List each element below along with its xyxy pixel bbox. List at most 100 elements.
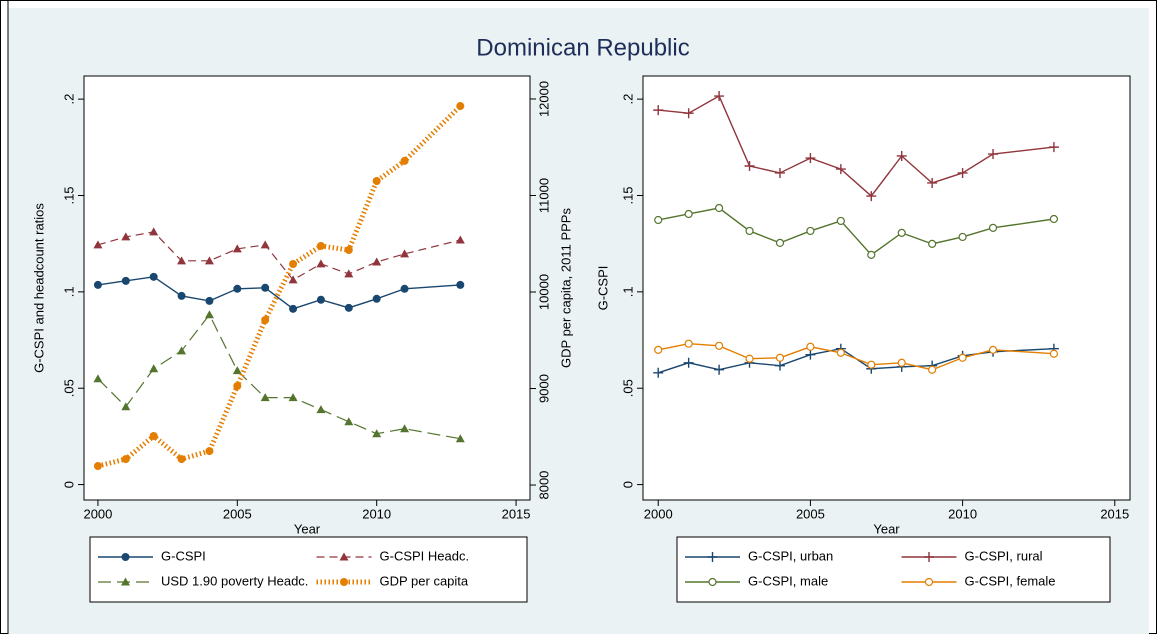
marker (121, 402, 131, 411)
legend-label: G-CSPI (161, 548, 206, 563)
marker (684, 209, 693, 219)
marker (316, 405, 326, 414)
marker (897, 228, 906, 237)
legend-marker (708, 577, 717, 587)
marker (204, 256, 214, 265)
marker (232, 366, 242, 375)
marker (1048, 142, 1059, 153)
marker (177, 346, 187, 355)
legend-marker (121, 553, 130, 561)
marker (121, 232, 131, 241)
marker (289, 304, 298, 313)
marker (745, 354, 754, 363)
marker (958, 353, 967, 362)
marker (372, 429, 382, 438)
legend-marker (924, 552, 934, 562)
marker (456, 102, 465, 111)
legend-label: USD 1.90 poverty Headc. (161, 573, 308, 588)
marker (177, 455, 186, 464)
y-tick-label: .15 (61, 186, 76, 204)
legend-label: G-CSPI, rural (965, 548, 1043, 563)
y-tick-label: .2 (61, 94, 76, 105)
legend-marker (339, 552, 349, 561)
marker (149, 432, 158, 441)
marker (654, 345, 663, 354)
marker (928, 365, 937, 374)
marker (149, 227, 159, 236)
marker (456, 280, 465, 289)
marker (958, 232, 967, 242)
y2-tick-label: 8000 (536, 471, 551, 500)
legend-marker (340, 578, 348, 586)
marker (775, 353, 785, 362)
marker (93, 240, 103, 249)
marker (121, 276, 130, 285)
marker (93, 280, 102, 289)
marker (988, 223, 998, 232)
legend (89, 536, 528, 603)
marker (400, 424, 410, 433)
plot-area (642, 75, 1131, 501)
x-tick-label: 2010 (362, 506, 391, 521)
marker (867, 360, 876, 369)
x-tick-label: 2015 (502, 506, 531, 521)
marker (205, 447, 214, 456)
y-tick-label: 0 (620, 481, 635, 488)
legend-label: GDP per capita (380, 573, 469, 588)
legend (676, 536, 1111, 603)
marker (653, 367, 664, 378)
marker (261, 315, 270, 324)
marker (316, 241, 325, 250)
marker (288, 393, 298, 402)
marker (714, 203, 724, 213)
chart-title: Dominican Republic (476, 34, 689, 61)
marker (233, 284, 242, 293)
marker (288, 275, 298, 284)
x-axis-title: Year (873, 521, 900, 536)
marker (836, 216, 845, 226)
y-tick-label: .15 (620, 186, 635, 204)
x-axis-title: Year (294, 521, 321, 536)
marker (316, 259, 326, 268)
x-tick-label: 2000 (644, 506, 673, 521)
marker (714, 364, 725, 375)
marker (372, 294, 381, 303)
marker (896, 150, 907, 161)
y-tick-label: .05 (61, 379, 76, 397)
marker (260, 240, 270, 249)
marker (683, 357, 694, 368)
plot-area (83, 75, 531, 501)
marker (714, 341, 724, 350)
marker (714, 91, 725, 102)
y-tick-label: .05 (620, 379, 635, 397)
marker (1049, 349, 1059, 358)
marker (775, 238, 785, 248)
marker (683, 108, 694, 119)
y-axis-title: G-CSPI (595, 266, 610, 311)
x-tick-label: 2000 (83, 506, 112, 521)
marker (177, 291, 186, 300)
marker (927, 177, 938, 188)
marker (344, 417, 354, 426)
marker (684, 339, 693, 348)
legend-label: G-CSPI, urban (748, 548, 833, 563)
marker (289, 260, 298, 269)
y-tick-label: .2 (620, 94, 635, 105)
marker (316, 295, 325, 304)
marker (836, 348, 845, 357)
legend-marker (707, 552, 718, 562)
marker (93, 462, 102, 471)
marker (745, 226, 754, 236)
marker (806, 226, 815, 236)
marker (455, 434, 465, 443)
y-tick-label: 0 (61, 481, 76, 488)
marker (232, 244, 242, 253)
x-tick-label: 2005 (223, 506, 252, 521)
marker (372, 177, 381, 186)
y2-axis-title: GDP per capita, 2011 PPPs (558, 208, 573, 368)
marker (344, 246, 353, 255)
marker (205, 296, 214, 305)
marker (233, 382, 242, 391)
marker (928, 239, 937, 248)
marker (121, 455, 130, 464)
